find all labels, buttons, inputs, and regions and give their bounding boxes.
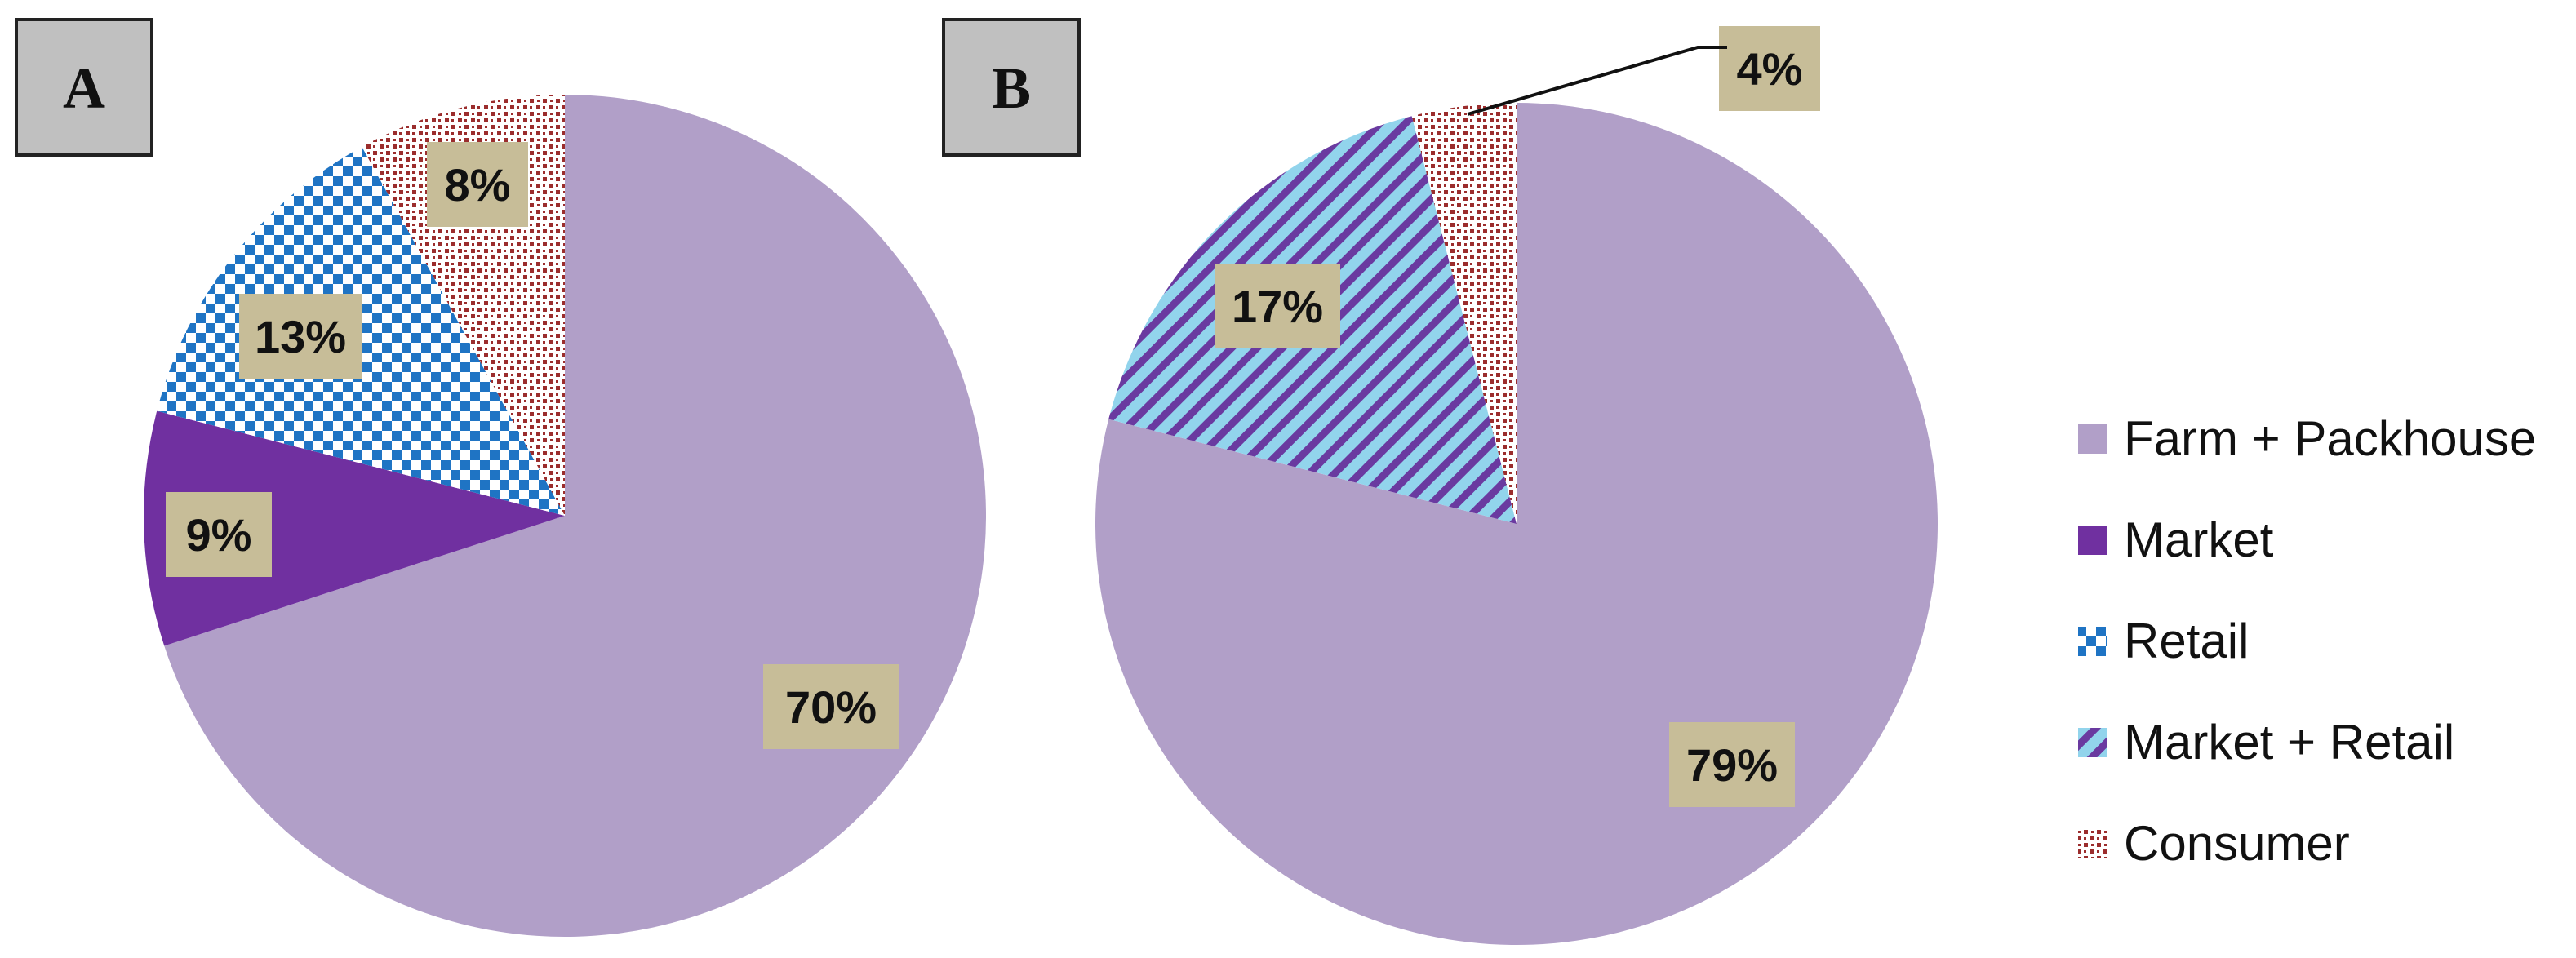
data-label-consumer: 8% [427, 142, 528, 227]
legend-label: Market + Retail [2124, 715, 2454, 770]
data-label-farm-packhouse: 70% [763, 664, 899, 749]
data-label-text: 70% [785, 681, 877, 733]
legend-swatch-icon [2078, 424, 2107, 454]
legend-label: Retail [2124, 614, 2249, 668]
data-label-farm-packhouse: 79% [1669, 722, 1795, 807]
legend-label: Consumer [2124, 816, 2350, 871]
data-label-text: 13% [255, 311, 346, 362]
legend-swatch-icon [2078, 728, 2107, 757]
data-label-retail: 13% [239, 294, 362, 379]
legend-item-retail: Retail [2078, 614, 2249, 668]
legend-swatch-icon [2078, 829, 2107, 858]
data-label-box [1215, 264, 1340, 348]
data-label-box [1719, 26, 1820, 111]
data-label-market: 9% [166, 492, 272, 577]
data-label-text: 17% [1232, 281, 1323, 332]
data-label-box [239, 294, 362, 379]
legend-item-farm-packhouse: Farm + Packhouse [2078, 411, 2536, 466]
data-label-text: 8% [445, 159, 511, 211]
data-label-text: 4% [1737, 43, 1803, 95]
pie-slice-consumer [1411, 103, 1517, 524]
data-label-box [763, 664, 899, 749]
legend-item-consumer: Consumer [2078, 816, 2350, 871]
pie-chart-a: 70% 9% 13% 8% [143, 95, 986, 937]
data-label-box [166, 492, 272, 577]
legend-swatch-icon [2078, 526, 2107, 555]
legend: Farm + Packhouse Market Retail Market + Ret… [2078, 411, 2536, 871]
legend-item-market-retail: Market + Retail [2078, 715, 2454, 770]
pie-chart-b: 79% 17% 4% [1095, 26, 1938, 945]
legend-swatch-icon [2078, 627, 2107, 656]
legend-label: Farm + Packhouse [2124, 411, 2536, 466]
consumer-label-leader-line [1467, 46, 1727, 116]
panel-b-tag: B [942, 18, 1081, 157]
panel-a-letter: A [63, 55, 105, 121]
panel-a-tag: A [15, 18, 153, 157]
data-label-text: 9% [186, 509, 252, 561]
legend-label: Market [2124, 512, 2274, 567]
pie-slice-market [143, 410, 565, 646]
panel-b-letter: B [992, 55, 1031, 121]
data-label-market-retail: 17% [1215, 264, 1340, 348]
legend-item-market: Market [2078, 512, 2274, 567]
data-label-consumer: 4% [1719, 26, 1820, 111]
data-label-box [427, 142, 528, 227]
data-label-box [1669, 722, 1795, 807]
data-label-text: 79% [1686, 739, 1778, 791]
